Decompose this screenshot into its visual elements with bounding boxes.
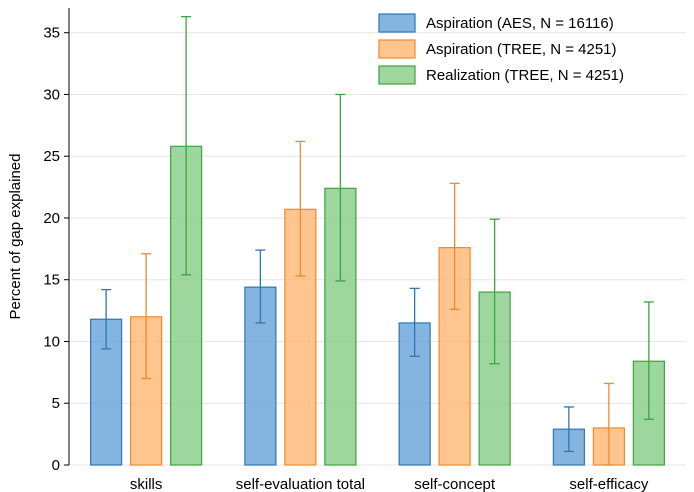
bar [284,208,317,466]
y-axis-title: Percent of gap explained [7,154,24,320]
y-tick-label: 10 [43,333,60,350]
bar [398,322,431,466]
legend: Aspiration (AES, N = 16116) Aspiration (T… [378,13,624,85]
legend-label: Realization (TREE, N = 4251) [426,67,624,84]
legend-swatch [378,39,416,59]
legend-swatch [378,65,416,85]
x-tick-label: self-concept [414,476,496,492]
y-tick-label: 0 [52,457,60,474]
y-tick-label: 35 [43,25,60,42]
legend-swatch [378,13,416,33]
x-tick-label: self-evaluation total [236,476,365,492]
legend-label: Aspiration (TREE, N = 4251) [426,41,617,58]
x-tick-label: self-efficacy [569,476,648,492]
y-tick-label: 5 [52,395,60,412]
y-tick-label: 30 [43,86,60,103]
y-axis: 0 5 10 15 20 25 30 35 [43,8,70,474]
x-tick-label: skills [130,476,163,492]
y-tick-label: 25 [43,148,60,165]
y-tick-label: 20 [43,210,60,227]
legend-label: Aspiration (AES, N = 16116) [426,15,614,32]
y-tick-label: 15 [43,272,60,289]
x-axis-labels: skills self-evaluation total self-concept s… [130,476,649,492]
bars [90,15,665,466]
